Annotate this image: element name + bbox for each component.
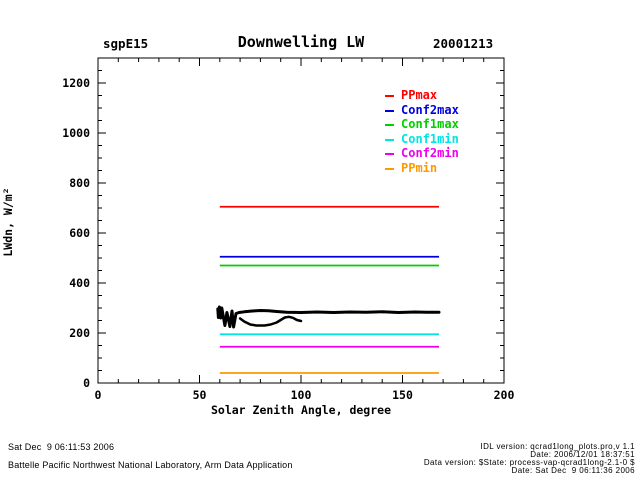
- x-tick-label-50: 50: [192, 388, 207, 402]
- date-label: 20001213: [433, 36, 494, 51]
- legend-dash-ppmax: [385, 95, 394, 97]
- legend-dash-ppmin: [385, 167, 394, 170]
- x-axis-title: Solar Zenith Angle, degree: [210, 403, 391, 417]
- footer-process-date: Date: Sat Dec 9 06:11:36 2006: [511, 466, 635, 475]
- x-tick-label-150: 150: [392, 388, 413, 402]
- footer-timestamp: Sat Dec 9 06:11:53 2006: [8, 442, 115, 452]
- y-tick-label-0: 0: [83, 376, 90, 390]
- y-tick-label-1000: 1000: [62, 126, 90, 140]
- legend-label-conf1max: Conf1max: [401, 117, 459, 132]
- plot-title: Downwelling LW: [237, 33, 365, 51]
- footer-idl-date: Date: 2006/12/01 18:37:51: [530, 450, 635, 459]
- y-tick-label-1200: 1200: [62, 76, 90, 90]
- legend-dash-conf1max: [385, 124, 394, 127]
- legend-dash-conf2min: [385, 153, 394, 156]
- y-tick-label-200: 200: [69, 326, 90, 340]
- site-label: sgpE15: [103, 36, 149, 51]
- legend-label-ppmin: PPmin: [401, 160, 438, 175]
- y-tick-label-600: 600: [69, 226, 90, 240]
- legend-label-ppmax: PPmax: [401, 88, 438, 102]
- measured-series-branch-1: [216, 305, 441, 329]
- legend-label-conf2min: Conf2min: [401, 146, 459, 161]
- x-tick-label-100: 100: [290, 388, 312, 402]
- y-tick-label-800: 800: [69, 176, 90, 190]
- measured-series-branch-2: [238, 315, 303, 327]
- legend-dash-conf1min: [385, 138, 394, 141]
- legend-label-conf1min: Conf1min: [401, 131, 459, 146]
- x-tick-label-200: 200: [493, 388, 515, 402]
- legend-label-conf2max: Conf2max: [401, 102, 459, 117]
- legend-dash-conf2max: [385, 109, 394, 112]
- footer-organization: Battelle Pacific Northwest National Labo…: [8, 460, 293, 470]
- y-tick-label-400: 400: [69, 276, 90, 290]
- y-axis-title: LWdn, W/m²: [1, 187, 15, 257]
- x-tick-label-0: 0: [94, 388, 102, 402]
- footer-idl-version: IDL version: qcrad1long_plots.pro,v 1.1: [480, 442, 635, 451]
- footer-data-version: Data version: $State: process-vap-qcrad1…: [423, 458, 635, 467]
